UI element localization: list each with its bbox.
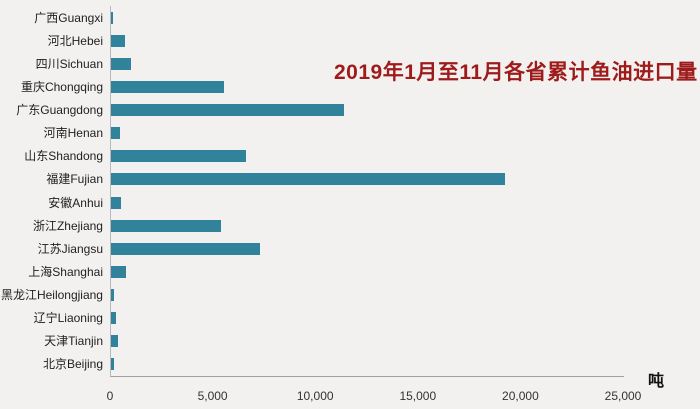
- bar: [111, 312, 116, 325]
- bar: [111, 196, 121, 209]
- category-label: 上海Shanghai: [28, 264, 103, 279]
- bar-row: 广西Guangxi: [34, 6, 624, 29]
- x-axis-ticks: 0 5,000 10,000 15,000 20,000 25,000: [106, 389, 642, 405]
- bar: [111, 358, 114, 371]
- bar-row: 北京Beijing: [43, 353, 624, 376]
- bar: [111, 265, 126, 278]
- category-label: 浙江Zhejiang: [32, 218, 103, 233]
- category-label: 江苏Jiangsu: [37, 241, 103, 256]
- bar: [111, 80, 224, 93]
- category-label: 四川Sichuan: [35, 56, 103, 71]
- bar: [111, 173, 505, 186]
- category-label: 黑龙江Heilongjiang: [0, 288, 103, 303]
- bar: [111, 127, 120, 140]
- category-label: 重庆Chongqing: [20, 79, 103, 94]
- bar-row: 江苏Jiangsu: [38, 237, 624, 260]
- bar: [111, 242, 260, 255]
- category-label: 河北Hebei: [47, 33, 103, 48]
- bar-row: 安徽Anhui: [48, 191, 624, 214]
- unit-label: 吨: [648, 373, 665, 390]
- chart-title: 2019年1月至11月各省累计鱼油进口量: [334, 61, 698, 84]
- category-label: 广东Guangdong: [16, 103, 103, 118]
- bar-row: 河北Hebei: [48, 29, 624, 52]
- bar: [111, 57, 131, 70]
- x-tick-label: 15,000: [399, 389, 437, 403]
- bar: [111, 335, 118, 348]
- x-tick-label: 5,000: [197, 389, 228, 403]
- category-label: 广西Guangxi: [34, 10, 103, 25]
- bar-row: 重庆Chongqing: [21, 75, 624, 98]
- bar-row: 福建Fujian: [46, 168, 624, 191]
- category-label: 天津Tianjin: [44, 334, 103, 349]
- category-label: 山东Shandong: [24, 149, 103, 164]
- x-tick-label: 10,000: [296, 389, 334, 403]
- category-label: 安徽Anhui: [48, 195, 103, 210]
- bar-row: 浙江Zhejiang: [33, 214, 624, 237]
- bar: [111, 219, 221, 232]
- x-tick-label: 0: [106, 389, 114, 403]
- bar: [111, 11, 114, 24]
- bar: [111, 104, 344, 117]
- bar-row: 河南Henan: [44, 122, 624, 145]
- bar: [111, 34, 125, 47]
- bar-row: 广东Guangdong: [16, 99, 624, 122]
- bar-row: 山东Shandong: [24, 145, 624, 168]
- x-tick-label: 25,000: [604, 389, 642, 403]
- bar: [111, 150, 247, 163]
- bar-row: 四川Sichuan: [36, 52, 624, 75]
- category-label: 北京Beijing: [42, 357, 103, 372]
- plot-area: 广西Guangxi 河北Hebei 四川Sichuan 重庆Chongqing …: [1, 6, 624, 377]
- category-label: 福建Fujian: [46, 172, 103, 187]
- category-label: 辽宁Liaoning: [33, 311, 103, 326]
- bar: [111, 289, 115, 302]
- category-label: 河南Henan: [43, 126, 103, 141]
- bar-row: 上海Shanghai: [28, 260, 624, 283]
- bar-row: 辽宁Liaoning: [34, 307, 624, 330]
- bar-row: 黑龙江Heilongjiang: [1, 284, 624, 307]
- bar-row: 天津Tianjin: [44, 330, 624, 353]
- x-tick-label: 20,000: [502, 389, 539, 403]
